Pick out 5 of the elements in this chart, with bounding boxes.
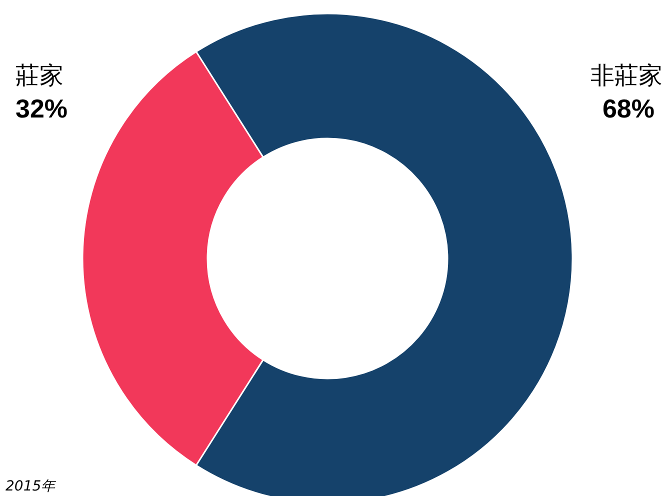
text: 2015年 — [6, 478, 56, 494]
slice-label: 莊家 — [16, 62, 64, 90]
data-label: 68% — [602, 94, 655, 124]
data-label: 32% — [16, 94, 68, 124]
slice-label: 非莊家 — [590, 62, 662, 90]
